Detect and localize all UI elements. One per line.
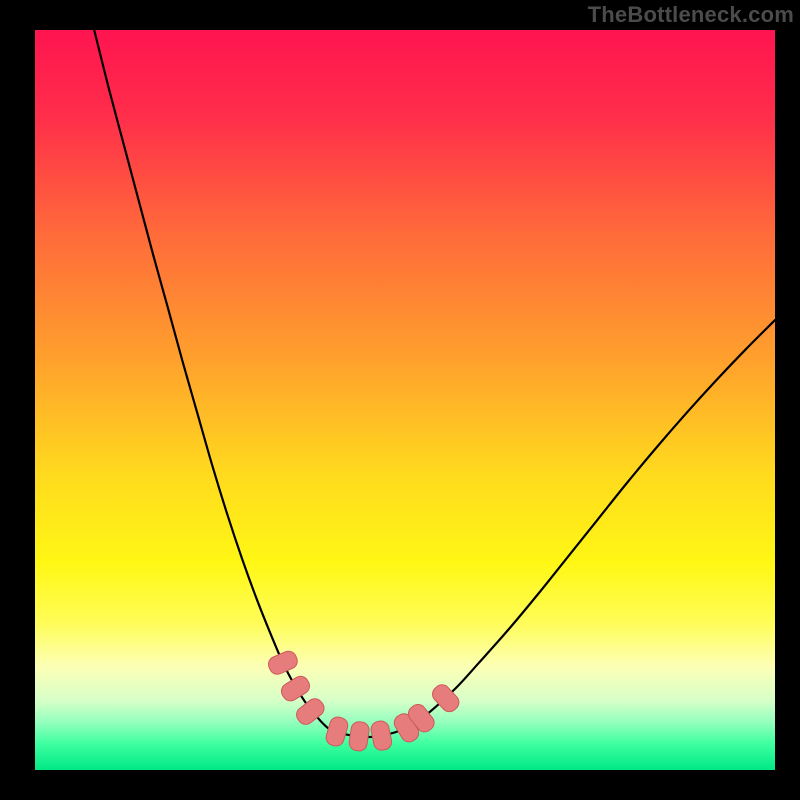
- chart-frame: TheBottleneck.com: [0, 0, 800, 800]
- curve-marker-group-5: [370, 720, 393, 752]
- curve-marker: [348, 721, 370, 752]
- curve-marker: [324, 715, 350, 748]
- curve-marker-group-1: [278, 673, 312, 704]
- curve-layer: [0, 0, 800, 800]
- curve-marker: [370, 720, 393, 752]
- curve-marker: [278, 673, 312, 704]
- curve-marker-group-4: [348, 721, 370, 752]
- watermark-text: TheBottleneck.com: [588, 2, 794, 28]
- bottleneck-curve: [94, 30, 775, 737]
- curve-marker: [266, 649, 300, 677]
- curve-marker-group-3: [324, 715, 350, 748]
- curve-marker-group-0: [266, 649, 300, 677]
